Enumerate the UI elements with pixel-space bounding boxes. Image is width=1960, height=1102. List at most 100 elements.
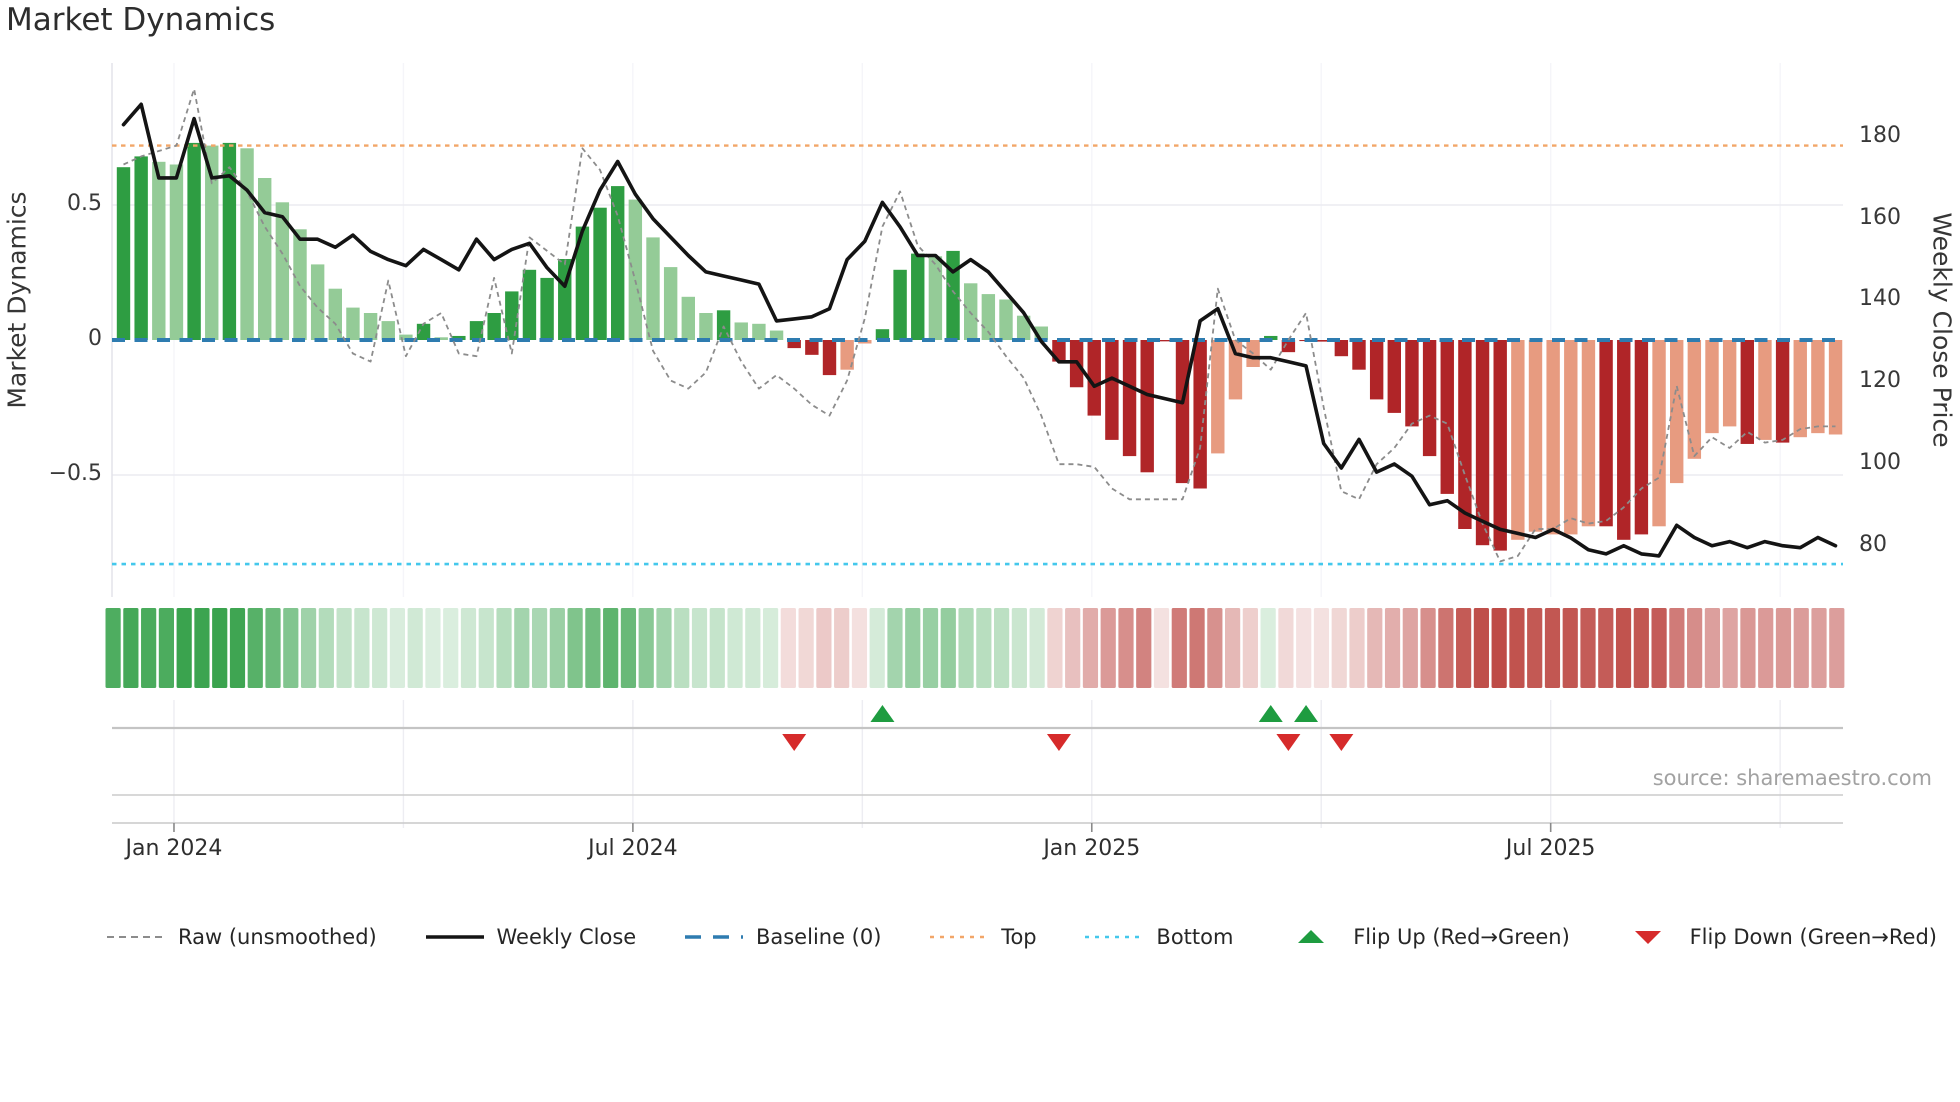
md-bar bbox=[381, 321, 395, 340]
legend-swatch-solid-black-icon bbox=[425, 935, 484, 939]
reference-lines bbox=[112, 144, 1843, 566]
md-bar bbox=[363, 313, 378, 340]
md-bar bbox=[469, 321, 484, 340]
heatmap-cell bbox=[283, 608, 299, 688]
heatmap-cell bbox=[1544, 608, 1561, 688]
heatmap-cell bbox=[194, 608, 210, 688]
md-bar bbox=[1634, 340, 1649, 535]
legend-label: Baseline (0) bbox=[755, 925, 882, 949]
md-bar bbox=[1369, 340, 1384, 400]
md-bar bbox=[1211, 340, 1225, 454]
left-tick-label: −0.5 bbox=[48, 461, 102, 486]
md-bar bbox=[152, 161, 166, 340]
heatmap-cell bbox=[1402, 608, 1418, 688]
heatmap-cell bbox=[389, 608, 406, 688]
md-bar bbox=[134, 156, 148, 340]
heatmap-cell bbox=[567, 608, 583, 688]
flip-up-marker-icon bbox=[1258, 705, 1283, 722]
md-bar bbox=[1175, 340, 1190, 484]
md-bar bbox=[1264, 335, 1278, 340]
heatmap-cell bbox=[1242, 608, 1258, 688]
md-bar bbox=[681, 296, 695, 340]
legend-swatch-dash-gray-icon bbox=[107, 936, 165, 938]
heatmap-cell bbox=[674, 608, 690, 688]
md-bar bbox=[840, 340, 854, 370]
heatmap-cell bbox=[478, 608, 494, 688]
flip-markers bbox=[782, 705, 1354, 751]
md-bar bbox=[310, 264, 325, 340]
heatmap-cell bbox=[834, 608, 850, 688]
md-bar bbox=[611, 186, 625, 340]
heatmap-cell bbox=[1029, 608, 1045, 688]
md-bar bbox=[787, 340, 801, 349]
left-axis-title: Market Dynamics bbox=[2, 191, 32, 409]
heatmap-cell bbox=[1367, 608, 1383, 688]
legend-swatch-tri-up-icon bbox=[1298, 930, 1325, 943]
md-bar bbox=[822, 340, 837, 376]
heatmap-cell bbox=[727, 608, 743, 688]
heatmap-cell bbox=[1775, 608, 1792, 688]
heatmap-cell bbox=[851, 608, 868, 688]
md-bar bbox=[911, 253, 925, 340]
heatmap-cell bbox=[1189, 608, 1205, 688]
heatmap-cell bbox=[1082, 608, 1099, 688]
source-note: source: sharemaestro.com bbox=[1652, 766, 1932, 790]
md-bar bbox=[805, 340, 819, 355]
heatmap-cell bbox=[745, 608, 761, 688]
md-bar bbox=[416, 323, 431, 340]
heatmap-cell bbox=[1278, 608, 1294, 688]
md-bar bbox=[1317, 340, 1331, 342]
md-bar bbox=[1122, 340, 1137, 457]
heatmap-cell bbox=[1740, 608, 1756, 688]
lower-axis-lines bbox=[112, 726, 1843, 832]
heatmap-cell bbox=[407, 608, 423, 688]
heatmap-cell bbox=[1811, 608, 1827, 688]
heatmap-cell bbox=[1615, 608, 1632, 688]
md-bar bbox=[1546, 340, 1560, 535]
heatmap-cell bbox=[762, 608, 779, 688]
flip-up-marker-icon bbox=[870, 705, 895, 722]
md-bar bbox=[1722, 340, 1737, 427]
right-tick-label: 120 bbox=[1859, 368, 1901, 394]
md-bar bbox=[1528, 340, 1543, 532]
heatmap-cell bbox=[1491, 608, 1507, 688]
x-tick-label: Jan 2024 bbox=[125, 836, 223, 861]
heatmap-cell bbox=[1793, 608, 1809, 688]
legend-label: Weekly Close bbox=[496, 925, 637, 949]
heatmap-cell bbox=[123, 608, 139, 688]
md-bar bbox=[663, 267, 678, 340]
legend-item: Baseline (0) bbox=[683, 925, 881, 949]
md-bar bbox=[1422, 340, 1437, 457]
heatmap-cell bbox=[1153, 608, 1170, 688]
flip-down-marker-icon bbox=[1329, 734, 1354, 751]
x-tick-label: Jan 2025 bbox=[1043, 836, 1141, 861]
heatmap-cell bbox=[141, 608, 157, 688]
md-bar bbox=[1016, 315, 1031, 340]
heatmap-cell bbox=[336, 608, 352, 688]
legend: Raw (unsmoothed) Weekly Close Baseline (0)… bbox=[105, 925, 1937, 949]
heatmap-cell bbox=[549, 608, 565, 688]
legend-swatch-tri-down-icon bbox=[1634, 931, 1661, 944]
md-bar bbox=[1793, 340, 1807, 438]
md-bar bbox=[875, 329, 890, 340]
heatmap-cell bbox=[1100, 608, 1116, 688]
md-bar bbox=[575, 226, 590, 340]
heatmap-cell bbox=[816, 608, 832, 688]
heatmap-cell bbox=[1633, 608, 1649, 688]
heatmap-cell bbox=[1651, 608, 1667, 688]
md-bar bbox=[346, 307, 360, 340]
legend-swatch-dash-blue-icon bbox=[684, 935, 743, 939]
right-tick-label: 140 bbox=[1859, 286, 1901, 312]
md-bar bbox=[187, 142, 201, 340]
md-bar bbox=[646, 237, 660, 340]
legend-swatch-dot-cyan-icon bbox=[1085, 935, 1144, 939]
left-tick-label: 0 bbox=[88, 326, 102, 351]
md-bar bbox=[1281, 340, 1296, 353]
legend-item: Weekly Close bbox=[424, 925, 637, 949]
page-title: Market Dynamics bbox=[6, 2, 276, 38]
right-axis-title: Weekly Close Price bbox=[1927, 212, 1957, 448]
weekly-close-line bbox=[121, 102, 1838, 558]
heatmap-cell bbox=[1260, 608, 1276, 688]
heatmap-cell bbox=[1527, 608, 1543, 688]
heatmap-cell bbox=[531, 608, 548, 688]
